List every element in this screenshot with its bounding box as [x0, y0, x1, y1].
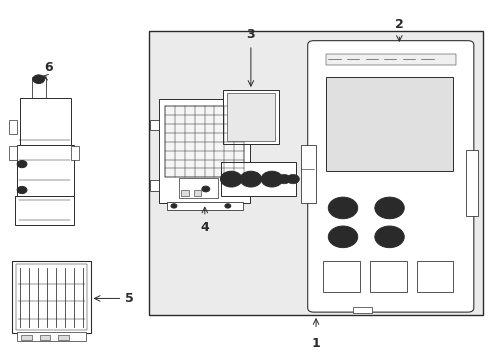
Text: 5: 5 — [125, 292, 134, 305]
Bar — [227, 93, 275, 141]
Circle shape — [328, 197, 358, 219]
Bar — [416, 261, 453, 292]
Circle shape — [17, 161, 27, 168]
Text: 4: 4 — [200, 221, 209, 234]
Bar — [353, 307, 372, 313]
Circle shape — [202, 186, 210, 192]
Bar — [17, 332, 86, 341]
Circle shape — [375, 226, 404, 248]
Bar — [150, 180, 159, 191]
FancyBboxPatch shape — [308, 41, 474, 312]
Circle shape — [261, 171, 283, 187]
Text: 3: 3 — [246, 28, 255, 41]
Bar — [326, 54, 456, 65]
Circle shape — [278, 174, 291, 184]
Bar — [165, 106, 244, 177]
Circle shape — [226, 176, 236, 183]
Bar — [21, 335, 32, 340]
Bar — [17, 145, 74, 199]
Circle shape — [171, 204, 177, 208]
Bar — [58, 335, 69, 340]
Bar — [326, 77, 453, 171]
Circle shape — [375, 197, 404, 219]
Bar — [40, 335, 50, 340]
Bar — [323, 261, 360, 292]
Circle shape — [220, 171, 242, 187]
Text: 6: 6 — [45, 61, 53, 74]
Circle shape — [287, 174, 299, 184]
Bar — [12, 261, 91, 333]
Circle shape — [240, 171, 262, 187]
Circle shape — [267, 176, 277, 183]
Bar — [194, 190, 201, 196]
Text: 1: 1 — [312, 337, 320, 350]
Circle shape — [246, 176, 256, 183]
Circle shape — [33, 75, 45, 84]
Bar — [167, 202, 243, 210]
Bar — [223, 90, 279, 144]
Bar — [20, 98, 71, 147]
Bar — [181, 190, 189, 196]
Text: 2: 2 — [395, 18, 404, 31]
Bar — [16, 264, 87, 330]
Bar — [370, 261, 407, 292]
Bar — [159, 99, 250, 203]
Bar — [179, 178, 218, 198]
Bar — [250, 120, 259, 130]
Bar — [150, 120, 159, 130]
Bar — [149, 31, 483, 315]
Circle shape — [328, 226, 358, 248]
Bar — [301, 145, 316, 203]
Bar — [9, 120, 17, 134]
Bar — [250, 180, 259, 191]
Circle shape — [17, 186, 27, 194]
Bar — [466, 150, 478, 216]
Bar — [9, 146, 17, 160]
Bar — [15, 197, 74, 225]
Bar — [71, 146, 79, 160]
Circle shape — [225, 204, 231, 208]
Bar — [32, 77, 46, 101]
Bar — [220, 162, 296, 196]
